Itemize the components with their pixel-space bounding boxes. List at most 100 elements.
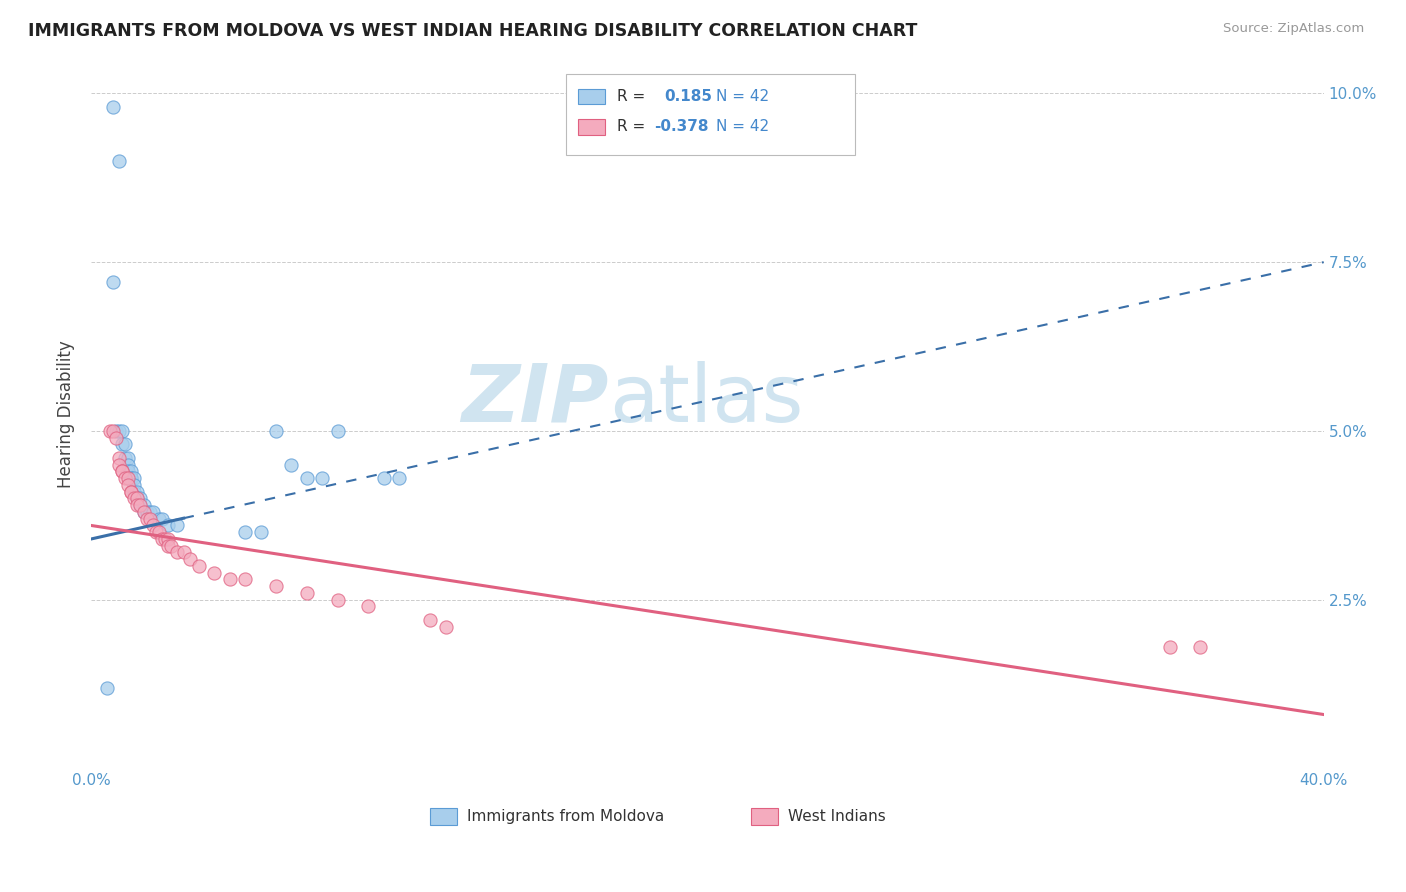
Point	[153, 532, 176, 546]
Point	[124, 484, 146, 499]
Point	[108, 458, 131, 472]
Point	[117, 465, 139, 479]
Point	[127, 491, 149, 506]
Point	[120, 471, 142, 485]
Point	[388, 471, 411, 485]
Point	[202, 566, 225, 580]
Point	[157, 518, 180, 533]
Point	[108, 153, 131, 168]
Text: ZIP: ZIP	[461, 361, 609, 439]
FancyBboxPatch shape	[565, 74, 855, 155]
Point	[127, 491, 149, 506]
Point	[1159, 640, 1181, 654]
Point	[101, 276, 124, 290]
Point	[124, 491, 146, 506]
Point	[357, 599, 380, 614]
Text: West Indians: West Indians	[787, 809, 886, 824]
Point	[157, 539, 180, 553]
Text: IMMIGRANTS FROM MOLDOVA VS WEST INDIAN HEARING DISABILITY CORRELATION CHART: IMMIGRANTS FROM MOLDOVA VS WEST INDIAN H…	[28, 22, 918, 40]
Point	[108, 450, 131, 465]
Y-axis label: Hearing Disability: Hearing Disability	[58, 340, 75, 488]
Point	[326, 424, 349, 438]
Point	[114, 471, 136, 485]
Point	[142, 518, 165, 533]
Point	[127, 498, 149, 512]
Point	[264, 579, 287, 593]
Point	[166, 518, 188, 533]
Point	[129, 491, 152, 506]
Point	[104, 431, 127, 445]
Point	[179, 552, 201, 566]
Point	[120, 484, 142, 499]
Point	[173, 545, 195, 559]
Text: atlas: atlas	[609, 361, 803, 439]
Point	[117, 478, 139, 492]
Point	[129, 498, 152, 512]
Point	[419, 613, 441, 627]
FancyBboxPatch shape	[578, 88, 605, 104]
Point	[120, 471, 142, 485]
Point	[120, 484, 142, 499]
Point	[280, 458, 302, 472]
Point	[127, 491, 149, 506]
Point	[111, 437, 134, 451]
Text: Source: ZipAtlas.com: Source: ZipAtlas.com	[1223, 22, 1364, 36]
Text: R =: R =	[617, 120, 651, 135]
Point	[160, 539, 183, 553]
Point	[138, 505, 160, 519]
Point	[114, 437, 136, 451]
Point	[148, 512, 170, 526]
Point	[135, 512, 157, 526]
Point	[114, 450, 136, 465]
Point	[1189, 640, 1212, 654]
Point	[108, 424, 131, 438]
Point	[145, 525, 167, 540]
Point	[264, 424, 287, 438]
Point	[373, 471, 395, 485]
Point	[148, 525, 170, 540]
Point	[98, 424, 121, 438]
Point	[311, 471, 333, 485]
Point	[233, 525, 256, 540]
Text: N = 42: N = 42	[716, 89, 769, 104]
Point	[111, 424, 134, 438]
Point	[132, 505, 155, 519]
Point	[434, 620, 457, 634]
Point	[295, 586, 318, 600]
Point	[129, 498, 152, 512]
Point	[295, 471, 318, 485]
Point	[157, 532, 180, 546]
Point	[326, 592, 349, 607]
Point	[111, 465, 134, 479]
Point	[233, 573, 256, 587]
Point	[120, 465, 142, 479]
Point	[117, 471, 139, 485]
Point	[127, 484, 149, 499]
Text: 0.185: 0.185	[664, 89, 713, 104]
Point	[132, 498, 155, 512]
Point	[117, 458, 139, 472]
Point	[96, 681, 118, 695]
Text: R =: R =	[617, 89, 651, 104]
Point	[117, 450, 139, 465]
Point	[135, 505, 157, 519]
Point	[104, 424, 127, 438]
FancyBboxPatch shape	[751, 808, 778, 825]
Text: Immigrants from Moldova: Immigrants from Moldova	[467, 809, 664, 824]
Point	[150, 512, 173, 526]
Point	[132, 505, 155, 519]
FancyBboxPatch shape	[430, 808, 457, 825]
Point	[249, 525, 271, 540]
Point	[101, 100, 124, 114]
Text: N = 42: N = 42	[716, 120, 769, 135]
Point	[101, 424, 124, 438]
Point	[150, 532, 173, 546]
Point	[188, 559, 211, 574]
Point	[138, 512, 160, 526]
Text: -0.378: -0.378	[654, 120, 709, 135]
Point	[166, 545, 188, 559]
Point	[111, 465, 134, 479]
Point	[218, 573, 240, 587]
Point	[142, 505, 165, 519]
FancyBboxPatch shape	[578, 120, 605, 135]
